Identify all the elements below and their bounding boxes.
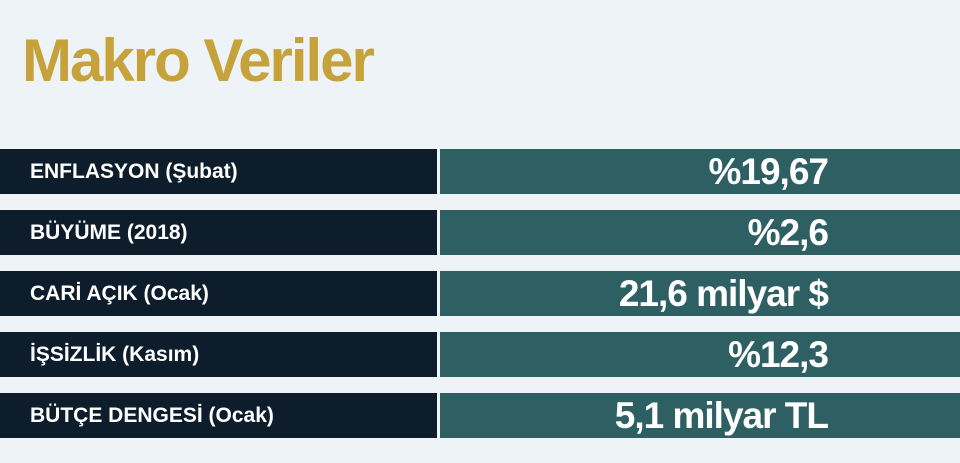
row-label: İŞSİZLİK (Kasım) — [0, 332, 437, 377]
row-value: %2,6 — [440, 210, 960, 255]
row-label: ENFLASYON (Şubat) — [0, 149, 437, 194]
table-row: ENFLASYON (Şubat) %19,67 — [0, 149, 960, 194]
table-row: CARİ AÇIK (Ocak) 21,6 milyar $ — [0, 271, 960, 316]
row-label: BÜYÜME (2018) — [0, 210, 437, 255]
table-row: İŞSİZLİK (Kasım) %12,3 — [0, 332, 960, 377]
row-value: %12,3 — [440, 332, 960, 377]
row-value: %19,67 — [440, 149, 960, 194]
row-label: CARİ AÇIK (Ocak) — [0, 271, 437, 316]
row-value: 21,6 milyar $ — [440, 271, 960, 316]
title: Makro Veriler — [22, 27, 375, 94]
row-value: 5,1 milyar TL — [440, 393, 960, 438]
row-label: BÜTÇE DENGESİ (Ocak) — [0, 393, 437, 438]
table-row: BÜYÜME (2018) %2,6 — [0, 210, 960, 255]
table-row: BÜTÇE DENGESİ (Ocak) 5,1 milyar TL — [0, 393, 960, 438]
